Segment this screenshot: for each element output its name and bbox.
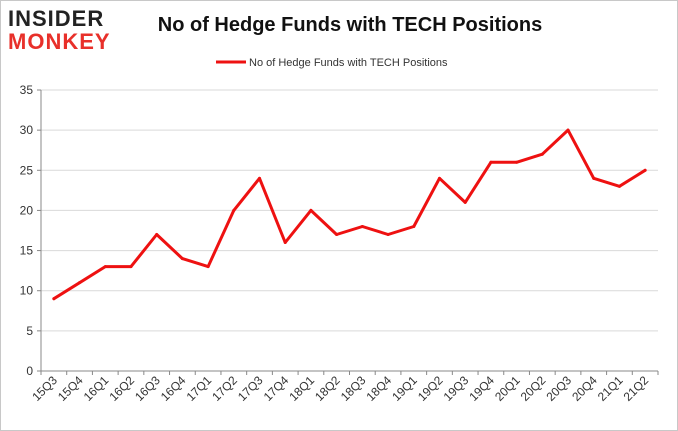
data-point	[258, 176, 262, 180]
data-point	[335, 233, 339, 237]
data-point	[489, 160, 493, 164]
x-tick-label: 21Q2	[621, 373, 652, 404]
x-tick-label: 17Q3	[235, 373, 266, 404]
logo-line-2: MONKEY	[8, 29, 111, 54]
data-point	[412, 224, 416, 228]
x-tick-label: 21Q1	[595, 373, 626, 404]
data-point	[309, 208, 313, 212]
x-tick-label: 18Q4	[364, 373, 395, 404]
y-tick-label: 5	[26, 324, 33, 338]
data-point	[592, 176, 596, 180]
insider-monkey-logo: INSIDER MONKEY	[8, 6, 126, 54]
data-point	[566, 128, 570, 132]
x-tick-label: 15Q3	[29, 373, 60, 404]
gridlines	[41, 89, 658, 332]
data-point	[540, 152, 544, 156]
x-tick-label: 15Q4	[55, 373, 86, 404]
x-tick-label: 19Q2	[415, 373, 446, 404]
x-tick-label: 16Q1	[81, 373, 112, 404]
legend: No of Hedge Funds with TECH Positions	[216, 57, 448, 69]
x-tick-label: 18Q2	[312, 373, 343, 404]
series-line	[52, 128, 647, 301]
y-tick-label: 0	[26, 364, 33, 378]
x-tick-label: 16Q3	[132, 373, 163, 404]
x-tick-label: 19Q3	[441, 373, 472, 404]
x-tick-label: 16Q4	[158, 373, 189, 404]
y-tick-label: 10	[20, 284, 34, 298]
x-tick-labels: 15Q315Q416Q116Q216Q316Q417Q117Q217Q317Q4…	[29, 373, 651, 404]
x-tick-label: 20Q2	[518, 373, 549, 404]
data-point	[103, 265, 107, 269]
data-point	[180, 257, 184, 261]
data-point	[155, 233, 159, 237]
x-tick-label: 19Q1	[389, 373, 420, 404]
data-point	[386, 233, 390, 237]
data-point	[52, 297, 56, 301]
x-tick-label: 20Q3	[543, 373, 574, 404]
x-tick-label: 20Q4	[569, 373, 600, 404]
y-tick-label: 20	[20, 203, 34, 217]
y-tick-label: 35	[20, 83, 34, 97]
data-point	[129, 265, 133, 269]
data-point	[515, 160, 519, 164]
data-point	[78, 281, 82, 285]
x-tick-label: 16Q2	[106, 373, 137, 404]
x-tick-label: 17Q1	[184, 373, 215, 404]
x-tick-label: 19Q4	[466, 373, 497, 404]
chart-title: No of Hedge Funds with TECH Positions	[157, 14, 543, 36]
data-point	[283, 241, 287, 245]
x-tick-label: 18Q1	[286, 373, 317, 404]
data-point	[232, 208, 236, 212]
data-point	[360, 224, 364, 228]
y-tick-label: 25	[20, 163, 34, 177]
data-point	[643, 168, 647, 172]
axes	[37, 89, 659, 375]
data-point	[617, 184, 621, 188]
x-tick-label: 17Q2	[209, 373, 240, 404]
x-tick-label: 18Q3	[338, 373, 369, 404]
x-tick-label: 17Q4	[261, 373, 292, 404]
y-tick-label: 15	[20, 244, 34, 258]
series-layer	[52, 128, 647, 301]
logo-line-1: INSIDER	[8, 6, 105, 31]
data-point	[437, 176, 441, 180]
data-point	[206, 265, 210, 269]
y-tick-labels: 0 5 10 15 20 25 30 35	[20, 83, 34, 378]
x-tick-label: 20Q1	[492, 373, 523, 404]
y-tick-label: 30	[20, 123, 34, 137]
data-point	[463, 200, 467, 204]
legend-label: No of Hedge Funds with TECH Positions	[249, 57, 448, 69]
